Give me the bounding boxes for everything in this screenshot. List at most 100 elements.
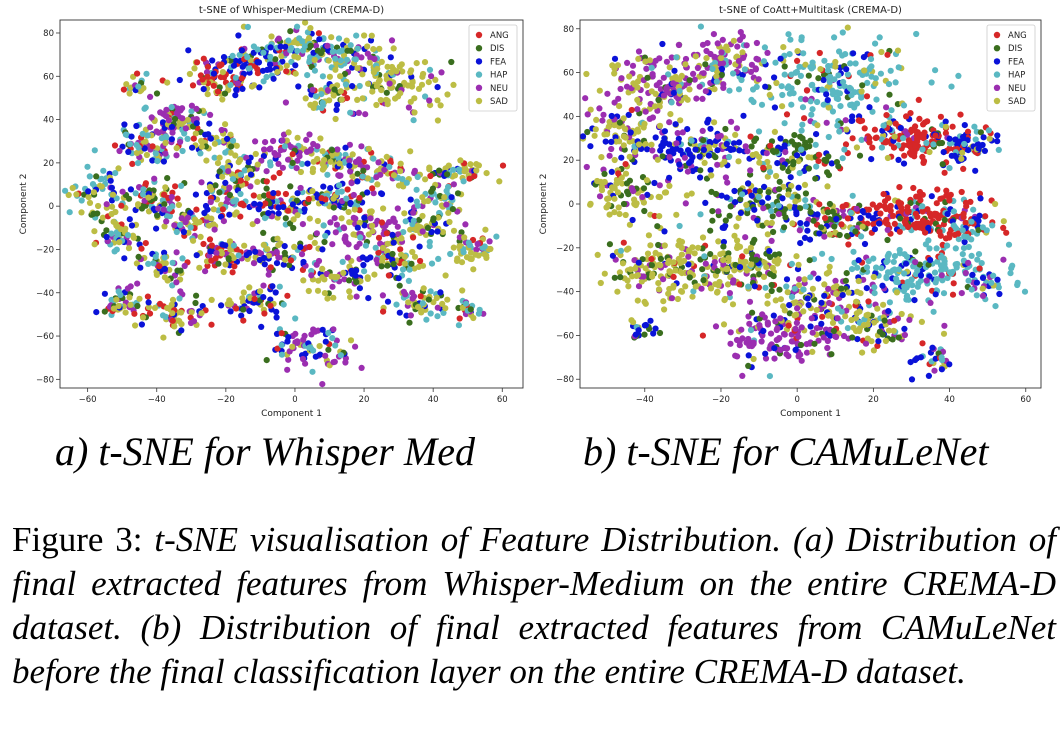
scatter-point-fea <box>269 283 276 290</box>
scatter-point-sad <box>408 67 415 74</box>
scatter-point-hap <box>785 83 792 90</box>
scatter-point-dis <box>769 213 776 220</box>
scatter-point-sad <box>237 156 244 164</box>
scatter-point-dis <box>287 183 294 190</box>
scatter-point-dis <box>174 267 181 274</box>
scatter-point-hap <box>973 292 980 299</box>
scatter-point-ang <box>1000 224 1007 231</box>
scatter-point-neu <box>635 48 643 55</box>
scatter-point-sad <box>632 265 639 272</box>
scatter-point-hap <box>673 54 680 61</box>
legend-label-dis: DIS <box>1008 44 1022 54</box>
scatter-point-dis <box>941 216 948 223</box>
scatter-point-hap <box>835 72 842 79</box>
scatter-point-fea <box>866 104 873 111</box>
scatter-point-neu <box>331 358 338 365</box>
scatter-point-fea <box>168 123 176 131</box>
scatter-point-hap <box>772 59 779 66</box>
scatter-point-dis <box>812 175 819 182</box>
scatter-point-fea <box>233 86 240 93</box>
scatter-point-sad <box>855 277 862 285</box>
scatter-point-sad <box>885 327 893 334</box>
scatter-point-sad <box>291 243 298 250</box>
scatter-point-sad <box>343 37 350 44</box>
scatter-point-sad <box>683 192 691 199</box>
scatter-point-ang <box>238 75 245 82</box>
scatter-point-sad <box>722 295 729 303</box>
scatter-point-hap <box>876 34 883 41</box>
scatter-point-fea <box>908 376 916 383</box>
scatter-point-hap <box>827 73 834 80</box>
scatter-point-hap <box>965 243 972 251</box>
scatter-point-neu <box>386 80 393 87</box>
scatter-point-neu <box>119 188 126 195</box>
scatter-point-fea <box>762 83 769 90</box>
scatter-point-ang <box>815 158 822 165</box>
scatter-point-hap <box>853 100 861 107</box>
scatter-point-sad <box>311 100 319 107</box>
scatter-point-neu <box>275 160 282 167</box>
scatter-point-hap <box>357 234 364 241</box>
scatter-point-sad <box>795 282 803 289</box>
scatter-point-sad <box>598 187 606 194</box>
scatter-point-fea <box>322 338 329 345</box>
scatter-point-ang <box>254 70 261 77</box>
scatter-point-fea <box>635 327 642 334</box>
scatter-point-sad <box>445 209 452 216</box>
scatter-point-hap <box>245 65 252 72</box>
scatter-point-sad <box>254 178 261 185</box>
scatter-point-dis <box>727 203 734 210</box>
scatter-point-sad <box>214 160 222 167</box>
scatter-point-sad <box>764 292 771 299</box>
scatter-point-fea <box>618 154 625 161</box>
scatter-point-fea <box>777 135 784 142</box>
scatter-point-ang <box>919 153 926 160</box>
scatter-point-fea <box>342 144 349 151</box>
scatter-point-fea <box>367 37 375 44</box>
scatter-point-neu <box>486 238 493 245</box>
scatter-point-neu <box>312 42 320 49</box>
scatter-point-ang <box>891 220 898 227</box>
scatter-point-hap <box>791 285 798 292</box>
chart-b: t-SNE of CoAtt+Multitask (CREMA-D)−40 −20… <box>539 5 1042 419</box>
scatter-point-fea <box>395 275 402 282</box>
scatter-point-neu <box>884 226 891 233</box>
scatter-point-dis <box>844 232 851 240</box>
scatter-point-dis <box>697 167 704 174</box>
scatter-point-sad <box>211 140 218 147</box>
scatter-point-hap <box>872 40 879 47</box>
scatter-point-fea <box>230 62 238 69</box>
scatter-point-sad <box>398 235 405 242</box>
scatter-point-sad <box>397 168 404 175</box>
scatter-point-sad <box>878 48 885 56</box>
scatter-point-hap <box>422 93 429 100</box>
scatter-point-neu <box>334 146 341 153</box>
scatter-point-neu <box>125 239 132 247</box>
scatter-point-fea <box>994 132 1001 139</box>
scatter-point-neu <box>294 157 301 164</box>
scatter-point-fea <box>252 248 259 255</box>
scatter-point-sad <box>319 148 326 155</box>
scatter-point-hap <box>230 242 237 249</box>
scatter-point-fea <box>226 211 233 218</box>
scatter-point-fea <box>192 191 199 198</box>
scatter-point-fea <box>256 84 263 91</box>
scatter-point-sad <box>594 251 601 258</box>
caption-label: Figure 3: <box>12 520 143 559</box>
scatter-point-sad <box>232 152 239 159</box>
scatter-point-fea <box>737 209 745 216</box>
scatter-point-sad <box>742 258 749 265</box>
scatter-point-hap <box>834 122 841 129</box>
scatter-point-neu <box>825 285 832 292</box>
scatter-point-hap <box>950 222 957 229</box>
scatter-point-neu <box>617 85 624 93</box>
scatter-point-neu <box>309 86 316 93</box>
scatter-point-neu <box>824 337 831 345</box>
scatter-point-dis <box>794 193 801 200</box>
scatter-point-hap <box>995 146 1002 153</box>
scatter-point-dis <box>153 90 161 97</box>
scatter-point-sad <box>643 256 651 263</box>
scatter-point-dis <box>707 227 714 234</box>
scatter-point-sad <box>678 288 685 295</box>
scatter-point-hap <box>402 218 409 225</box>
